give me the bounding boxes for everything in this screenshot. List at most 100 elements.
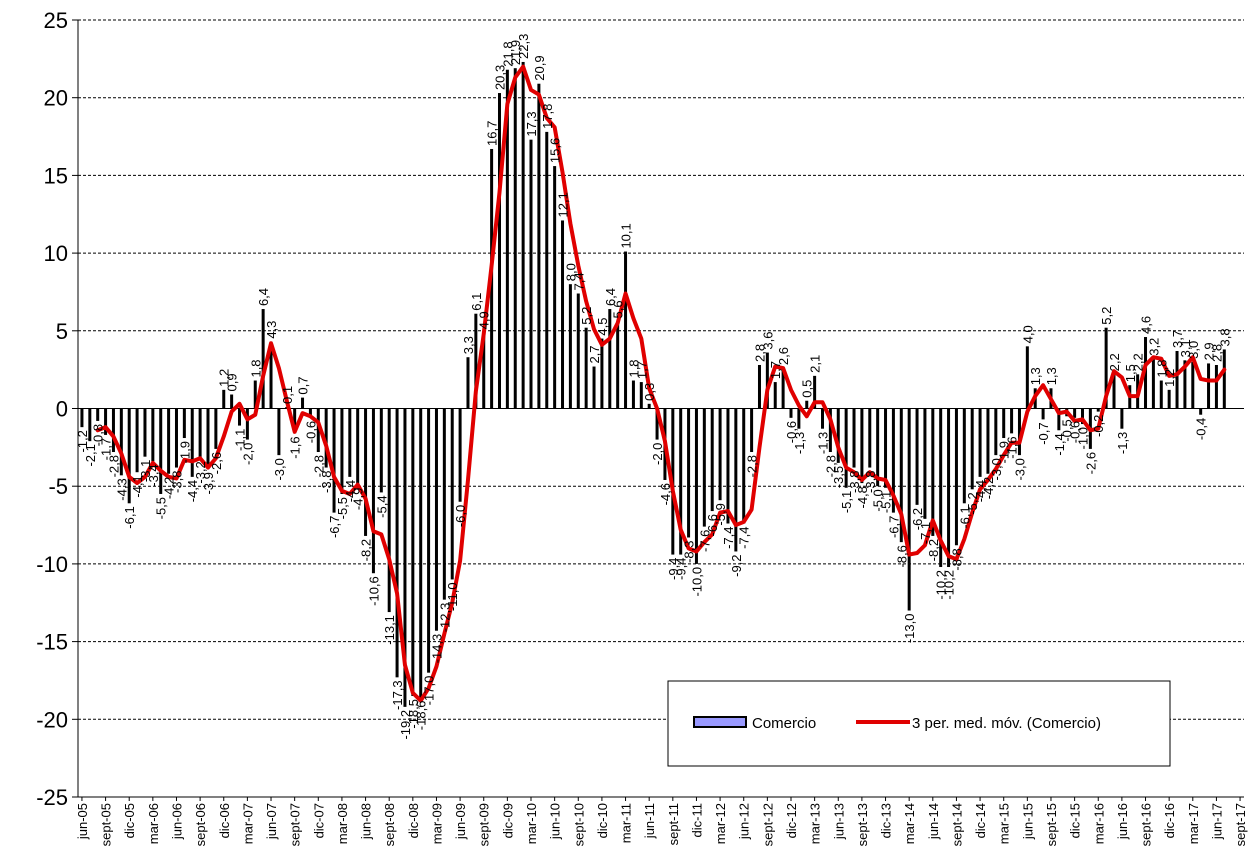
data-label-abr-10: 20,9 xyxy=(532,55,547,80)
data-label-mar-17: 3,0 xyxy=(1186,341,1201,359)
data-label-feb-12: -6,6 xyxy=(705,514,720,536)
bar-mar-06 xyxy=(151,408,155,462)
bar-jul-12 xyxy=(750,408,754,453)
y-tick-label--5: -5 xyxy=(48,474,68,499)
bar-ene-14 xyxy=(891,408,895,513)
x-tick-label-jun-06: jun-06 xyxy=(169,803,184,840)
bar-ago-14 xyxy=(947,408,951,568)
data-label-may-07: 6,4 xyxy=(256,288,271,306)
bar-nov-06 xyxy=(214,408,218,449)
bar-nov-08 xyxy=(403,408,407,707)
data-label-ago-08: -5,4 xyxy=(374,495,389,517)
data-label-nov-14: -5,2 xyxy=(965,492,980,514)
data-label-mar-07: -2,0 xyxy=(240,443,255,465)
data-label-oct-09: 16,7 xyxy=(485,121,500,146)
data-label-jul-12: -2,8 xyxy=(745,455,760,477)
data-label-feb-08: -6,7 xyxy=(327,516,342,538)
x-tick-label-dic-12: dic-12 xyxy=(784,803,799,838)
bar-ene-12 xyxy=(702,408,706,527)
data-label-ago-15: -0,7 xyxy=(1036,422,1051,444)
data-label-ene-16: -1,0 xyxy=(1075,427,1090,449)
bar-jun-14 xyxy=(931,408,935,536)
bar-jun-15 xyxy=(1025,346,1029,409)
data-label-dic-10: 4,5 xyxy=(595,317,610,335)
bar-ene-15 xyxy=(986,408,990,474)
data-label-feb-15: -3,0 xyxy=(989,458,1004,480)
x-tick-label-sept-14: sept-14 xyxy=(949,803,964,846)
data-label-nov-05: -4,3 xyxy=(114,478,129,500)
bar-oct-14 xyxy=(962,408,966,504)
x-tick-label-sept-17: sept-17 xyxy=(1233,803,1248,846)
bar-may-13 xyxy=(828,408,832,453)
data-label-mar-10: 17,3 xyxy=(524,111,539,136)
y-axis-ticks: -25 -20 -15 -10 -5 0 5 10 15 20 25 xyxy=(36,8,78,810)
x-tick-label-sept-06: sept-06 xyxy=(193,803,208,846)
data-label-dic-08: -18,5 xyxy=(406,699,421,729)
data-label-may-14: -7,1 xyxy=(918,522,933,544)
data-label-nov-06: -2,6 xyxy=(209,452,224,474)
bar-dic-15 xyxy=(1073,408,1077,418)
bar-abr-13 xyxy=(821,408,825,429)
x-tick-label-jun-07: jun-07 xyxy=(264,803,279,840)
x-tick-label-mar-16: mar-16 xyxy=(1091,803,1106,844)
x-tick-label-sept-13: sept-13 xyxy=(855,803,870,846)
bar-sept-13 xyxy=(860,408,864,484)
data-label-jul-17: 3,8 xyxy=(1217,328,1232,346)
bar-jun-09 xyxy=(458,408,462,502)
data-label-mar-12: -5,9 xyxy=(713,503,728,525)
bar-nov-11 xyxy=(687,408,691,538)
bar-jul-05 xyxy=(88,408,92,442)
y-tick-label--25: -25 xyxy=(36,785,68,810)
data-label-abr-07: 1,8 xyxy=(248,359,263,377)
x-tick-label-dic-11: dic-11 xyxy=(689,803,704,837)
legend-label-moving-average: 3 per. med. móv. (Comercio) xyxy=(912,715,1101,732)
data-label-mar-15: -1,9 xyxy=(997,441,1012,463)
data-label-abr-11: 1,8 xyxy=(626,359,641,377)
bar-sept-14 xyxy=(954,408,958,546)
bar-feb-06 xyxy=(143,408,147,457)
data-label-jun-11: 0,3 xyxy=(642,383,657,401)
legend: Comercio 3 per. med. móv. (Comercio) xyxy=(667,680,1171,767)
data-label-dic-09: 21,8 xyxy=(500,41,515,66)
bar-nov-14 xyxy=(970,408,974,490)
bar-may-17 xyxy=(1207,363,1211,409)
data-label-ene-15: -4,2 xyxy=(981,477,996,499)
legend-label-comercio: Comercio xyxy=(752,715,816,732)
data-label-jul-09: 3,3 xyxy=(461,336,476,354)
data-label-mar-09: -14,3 xyxy=(429,634,444,664)
data-label-jul-08: -10,6 xyxy=(366,576,381,606)
data-label-mar-11: 10,1 xyxy=(619,223,634,248)
data-label-dic-06: 1,2 xyxy=(217,369,232,387)
x-tick-label-mar-11: mar-11 xyxy=(619,803,634,843)
bar-jul-10 xyxy=(561,220,565,409)
x-tick-label-mar-06: mar-06 xyxy=(146,803,161,844)
data-label-ene-10: 21,9 xyxy=(508,40,523,65)
bar-may-16 xyxy=(1112,374,1116,409)
data-label-may-09: -11,0 xyxy=(445,582,460,611)
data-label-ago-06: -4,4 xyxy=(185,480,200,502)
data-label-ago-13: -3,8 xyxy=(847,471,862,493)
data-label-jun-06: -3,8 xyxy=(169,471,184,493)
data-label-sept-08: -13,1 xyxy=(382,615,397,645)
data-label-abr-12: -7,4 xyxy=(721,526,736,548)
x-tick-label-mar-08: mar-08 xyxy=(335,803,350,844)
bar-feb-11 xyxy=(616,321,620,409)
bar-feb-17 xyxy=(1183,360,1187,409)
bar-mar-15 xyxy=(1002,408,1006,439)
bar-may-14 xyxy=(923,408,927,519)
data-label-jun-08: -8,2 xyxy=(359,539,374,561)
bar-abr-12 xyxy=(726,408,730,524)
data-label-jul-15: 1,3 xyxy=(1028,367,1043,385)
bar-ene-13 xyxy=(797,408,801,429)
x-tick-label-dic-09: dic-09 xyxy=(500,803,515,838)
x-tick-label-sept-16: sept-16 xyxy=(1139,803,1154,846)
data-label-jun-17: 2,8 xyxy=(1209,344,1224,362)
data-label-ene-14: -6,7 xyxy=(886,516,901,538)
x-tick-label-sept-09: sept-09 xyxy=(477,803,492,846)
x-tick-label-mar-09: mar-09 xyxy=(429,803,444,844)
bar-abr-06 xyxy=(159,408,163,494)
data-label-ago-10: 8,0 xyxy=(563,263,578,281)
data-label-ene-12: -7,6 xyxy=(697,530,712,552)
bar-jun-10 xyxy=(553,166,557,409)
bar-abr-11 xyxy=(631,380,635,409)
